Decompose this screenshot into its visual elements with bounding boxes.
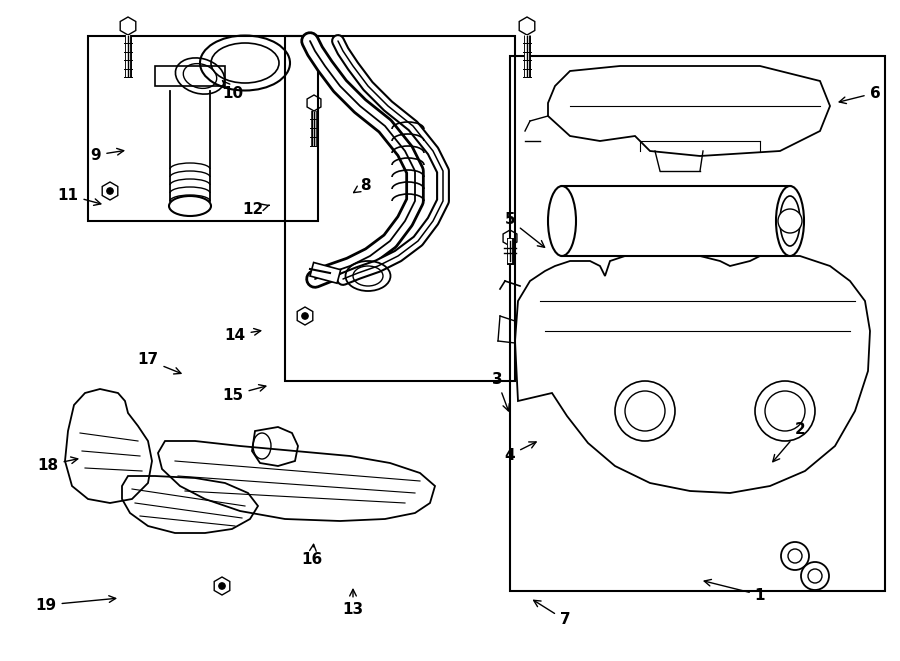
Text: 6: 6 bbox=[839, 85, 880, 104]
Ellipse shape bbox=[780, 196, 800, 246]
Circle shape bbox=[801, 562, 829, 590]
Text: 17: 17 bbox=[138, 352, 181, 374]
Circle shape bbox=[808, 569, 822, 583]
Text: 11: 11 bbox=[58, 188, 101, 206]
Text: 18: 18 bbox=[38, 457, 77, 473]
Text: 10: 10 bbox=[222, 81, 244, 100]
Text: 19: 19 bbox=[35, 596, 116, 613]
Circle shape bbox=[781, 542, 809, 570]
Text: 8: 8 bbox=[354, 178, 370, 192]
Bar bbox=[310, 262, 341, 284]
Text: 9: 9 bbox=[91, 147, 123, 163]
Circle shape bbox=[219, 583, 225, 589]
Bar bbox=[285, 36, 515, 381]
Circle shape bbox=[778, 209, 802, 233]
Circle shape bbox=[107, 188, 113, 194]
Text: 1: 1 bbox=[704, 580, 765, 602]
Circle shape bbox=[302, 313, 308, 319]
Bar bbox=[88, 36, 318, 221]
Ellipse shape bbox=[776, 186, 804, 256]
Text: 15: 15 bbox=[222, 385, 266, 403]
Text: 14: 14 bbox=[224, 327, 261, 342]
Text: 12: 12 bbox=[242, 202, 269, 217]
Bar bbox=[510, 56, 885, 591]
Text: 5: 5 bbox=[505, 212, 544, 247]
Text: 3: 3 bbox=[491, 373, 509, 411]
Circle shape bbox=[788, 549, 802, 563]
Text: 4: 4 bbox=[505, 442, 536, 463]
Ellipse shape bbox=[548, 186, 576, 256]
Text: 7: 7 bbox=[534, 600, 571, 627]
Bar bbox=[155, 66, 225, 86]
Text: 16: 16 bbox=[302, 544, 322, 568]
Text: 13: 13 bbox=[342, 590, 364, 617]
Text: 2: 2 bbox=[773, 422, 806, 462]
Ellipse shape bbox=[169, 196, 211, 216]
